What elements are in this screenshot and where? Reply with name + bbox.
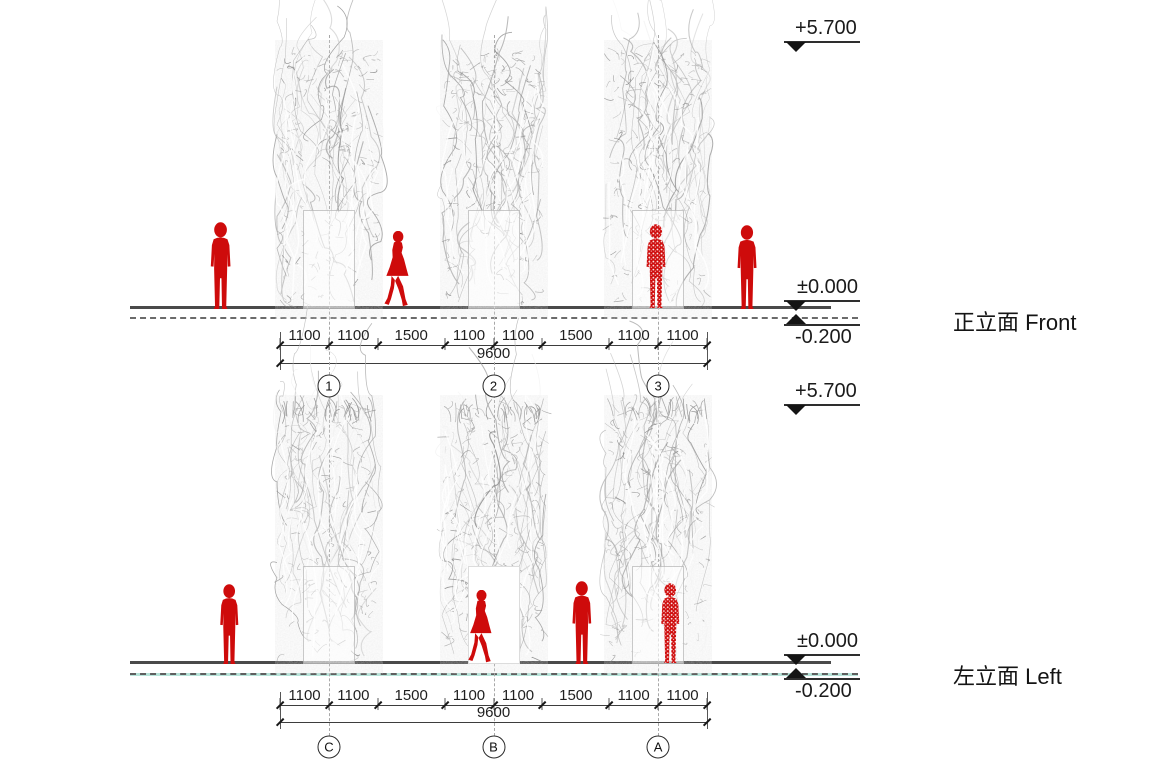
level-line (784, 678, 860, 680)
level-arrow-icon (786, 668, 806, 678)
level-line (784, 41, 860, 43)
grid-bubble: 2 (482, 374, 505, 398)
dimension-value: 1100 (501, 687, 535, 704)
dimension-value: 1100 (288, 687, 321, 704)
dimension-value: 1100 (452, 327, 486, 344)
level-arrow-icon (786, 405, 806, 415)
dimension-extension-line (707, 332, 708, 370)
level-line (784, 324, 860, 326)
dimension-extension-line (707, 692, 708, 729)
standing-man-figure (646, 224, 666, 308)
dimension-value: 1500 (559, 327, 593, 344)
tower-door-textured (302, 210, 355, 309)
level-value: ±0.000 (797, 276, 859, 298)
dimension-extension-line (280, 692, 281, 729)
mesh-tower (602, 0, 715, 307)
level-value: -0.200 (795, 680, 852, 702)
level-arrow-icon (786, 42, 806, 52)
standing-man-figure (210, 222, 231, 309)
grid-bubble: 3 (646, 374, 670, 398)
level-line (784, 654, 860, 656)
mesh-tower (435, 0, 548, 306)
grid-bubble: C (317, 735, 341, 759)
level-arrow-icon (786, 655, 806, 665)
level-arrow-icon (786, 301, 806, 311)
mesh-tower (272, 0, 388, 308)
dimension-value: 1100 (337, 687, 370, 704)
walking-woman-figure (384, 231, 409, 307)
dimension-value: 1100 (666, 327, 699, 344)
dimension-value: 1100 (617, 327, 650, 344)
dimension-value: 1100 (666, 687, 699, 704)
standing-man-figure (572, 581, 592, 664)
dimension-value: 1100 (452, 687, 486, 704)
level-value: ±0.000 (797, 630, 859, 652)
level-value: +5.700 (795, 380, 857, 402)
dimension-total-value: 9600 (476, 704, 511, 721)
standing-man-figure (661, 583, 680, 663)
tower-door-textured (467, 210, 520, 309)
level-line (784, 404, 860, 406)
level-value: +5.700 (795, 17, 857, 39)
walking-woman-figure (468, 590, 492, 663)
grid-bubble: 1 (317, 374, 341, 398)
front-elevation-title: 正立面 Front (953, 310, 1077, 335)
level-value: -0.200 (795, 326, 852, 348)
grid-bubble: A (646, 735, 670, 759)
dimension-total-value: 9600 (476, 345, 511, 362)
standing-man-figure (737, 225, 757, 309)
level-arrow-icon (786, 314, 806, 324)
dimension-value: 1500 (394, 687, 428, 704)
standing-man-figure (220, 584, 239, 664)
dimension-value: 1100 (337, 327, 370, 344)
tower-door-textured (302, 566, 355, 664)
level-line (784, 300, 860, 302)
dimension-extension-line (280, 332, 281, 370)
dimension-value: 1500 (559, 687, 593, 704)
left-elevation-title: 左立面 Left (953, 664, 1062, 689)
dimension-value: 1100 (288, 327, 321, 344)
dimension-value: 1100 (501, 327, 535, 344)
dimension-value: 1500 (394, 327, 428, 344)
dimension-value: 1100 (617, 687, 650, 704)
grid-bubble: B (482, 735, 505, 759)
